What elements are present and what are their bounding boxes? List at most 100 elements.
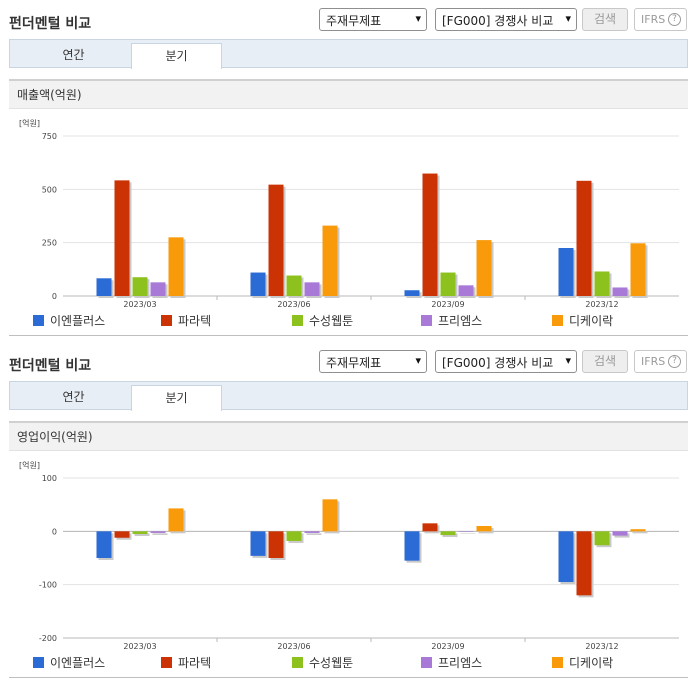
bar-수성웹툰 — [132, 277, 148, 296]
chart-legend: 이엔플러스 파라텍 수성웹툰 프리엠스 디케이락 — [0, 310, 696, 330]
search-button[interactable]: 검색 — [582, 8, 628, 31]
legend-label: 수성웹툰 — [309, 656, 354, 670]
x-tick-label: 2023/12 — [585, 642, 618, 651]
comparison-select[interactable]: [FG000] 경쟁사 비교 ▾ — [435, 350, 577, 373]
legend-item[interactable]: 프리엠스 — [421, 654, 482, 671]
bar-shadow — [152, 533, 168, 535]
bar-shadow — [134, 533, 150, 536]
legend-item[interactable]: 프리엠스 — [421, 312, 482, 329]
tab-annual[interactable]: 연간 — [62, 48, 85, 62]
x-tick-label: 2023/09 — [431, 642, 464, 651]
ifrs-button[interactable]: IFRS ? — [634, 350, 687, 373]
divider — [9, 677, 688, 678]
bar-이엔플러스 — [404, 290, 420, 296]
y-tick-label: 250 — [42, 239, 57, 248]
operating-profit-chart: [억원] -200 -100 0 100 2023/03 2023/06 2023/09 202… — [19, 460, 679, 651]
chart-title: 매출액(억원) — [9, 79, 688, 109]
help-icon[interactable]: ? — [668, 13, 681, 26]
tab-annual[interactable]: 연간 — [62, 390, 85, 404]
legend-item[interactable]: 수성웹툰 — [292, 312, 353, 329]
bar-shadow — [306, 533, 322, 535]
bar-파라텍 — [114, 531, 130, 538]
bar-프리엠스 — [304, 282, 320, 296]
legend-label: 이엔플러스 — [50, 656, 106, 670]
bar-shadow — [632, 531, 648, 534]
legend-item[interactable]: 파라텍 — [161, 312, 211, 329]
bar-이엔플러스 — [96, 278, 112, 296]
x-tick-label: 2023/03 — [123, 300, 156, 309]
fundamental-panel-operating-profit: 펀더멘털 비교 주재무제표 ▾ [FG000] 경쟁사 비교 ▾ 검색 IFRS… — [0, 342, 696, 684]
y-tick-label: 100 — [42, 474, 57, 483]
search-button[interactable]: 검색 — [582, 350, 628, 373]
bar-디케이락 — [322, 225, 338, 296]
bar-프리엠스 — [304, 531, 320, 533]
legend-item[interactable]: 파라텍 — [161, 654, 211, 671]
bar-프리엠스 — [150, 531, 166, 533]
statement-type-select[interactable]: 주재무제표 ▾ — [319, 350, 427, 373]
bar-shadow — [442, 533, 458, 538]
legend-label: 디케이락 — [569, 656, 614, 670]
bar-프리엠스 — [150, 282, 166, 296]
bar-파라텍 — [268, 531, 284, 558]
bar-이엔플러스 — [558, 248, 574, 296]
help-icon[interactable]: ? — [668, 355, 681, 368]
bar-이엔플러스 — [404, 531, 420, 561]
bar-파라텍 — [114, 180, 130, 296]
chevron-down-icon: ▾ — [565, 12, 571, 25]
panel-title: 펀더멘털 비교 — [9, 358, 92, 374]
fundamental-panel-revenue: 펀더멘털 비교 주재무제표 ▾ [FG000] 경쟁사 비교 ▾ 검색 IFRS… — [0, 8, 696, 336]
bar-이엔플러스 — [250, 531, 266, 556]
y-tick-label: 500 — [42, 185, 57, 194]
bar-디케이락 — [322, 499, 338, 532]
bar-shadow — [460, 533, 476, 534]
y-tick-label: -100 — [39, 581, 57, 590]
legend-label: 파라텍 — [178, 656, 212, 670]
statement-type-value: 주재무제표 — [326, 14, 382, 28]
ifrs-label: IFRS — [641, 13, 666, 26]
legend-swatch — [292, 657, 303, 668]
bar-수성웹툰 — [594, 531, 610, 546]
bar-파라텍 — [268, 184, 284, 296]
bar-수성웹툰 — [440, 272, 456, 296]
revenue-chart: [억원] 0 250 500 750 2023/03 2023/06 2023/09 2023/… — [19, 118, 679, 309]
legend-swatch — [292, 315, 303, 326]
legend-item[interactable]: 수성웹툰 — [292, 654, 353, 671]
bar-파라텍 — [422, 173, 438, 296]
chevron-down-icon: ▾ — [565, 354, 571, 367]
legend-label: 디케이락 — [569, 314, 614, 328]
legend-item[interactable]: 이엔플러스 — [33, 654, 105, 671]
bar-수성웹툰 — [286, 531, 302, 541]
legend-item[interactable]: 디케이락 — [552, 312, 613, 329]
bar-프리엠스 — [612, 531, 628, 536]
legend-item[interactable]: 디케이락 — [552, 654, 613, 671]
tab-quarterly[interactable]: 분기 — [131, 385, 222, 411]
x-tick-label: 2023/06 — [277, 300, 310, 309]
bar-이엔플러스 — [250, 272, 266, 296]
period-tabs: 연간 분기 — [9, 39, 688, 69]
tab-quarterly[interactable]: 분기 — [131, 43, 222, 69]
bar-수성웹툰 — [594, 271, 610, 296]
bar-프리엠스 — [458, 285, 474, 296]
statement-type-select[interactable]: 주재무제표 ▾ — [319, 8, 427, 31]
bar-디케이락 — [168, 237, 184, 296]
legend-swatch — [33, 657, 44, 668]
x-tick-label: 2023/03 — [123, 642, 156, 651]
legend-item[interactable]: 이엔플러스 — [33, 312, 105, 329]
y-tick-label: 750 — [42, 132, 57, 141]
legend-swatch — [552, 657, 563, 668]
comparison-value: [FG000] 경쟁사 비교 — [442, 14, 554, 28]
ifrs-button[interactable]: IFRS ? — [634, 8, 687, 31]
ifrs-label: IFRS — [641, 355, 666, 368]
chart-title: 영업이익(억원) — [9, 421, 688, 451]
y-tick-label: 0 — [52, 527, 57, 536]
x-tick-label: 2023/06 — [277, 642, 310, 651]
legend-swatch — [552, 315, 563, 326]
comparison-select[interactable]: [FG000] 경쟁사 비교 ▾ — [435, 8, 577, 31]
panel-title: 펀더멘털 비교 — [9, 16, 92, 32]
bar-디케이락 — [476, 240, 492, 296]
bar-수성웹툰 — [286, 275, 302, 296]
bar-수성웹툰 — [132, 531, 148, 534]
chart-legend: 이엔플러스 파라텍 수성웹툰 프리엠스 디케이락 — [0, 652, 696, 672]
bar-파라텍 — [422, 523, 438, 532]
bar-디케이락 — [476, 526, 492, 532]
